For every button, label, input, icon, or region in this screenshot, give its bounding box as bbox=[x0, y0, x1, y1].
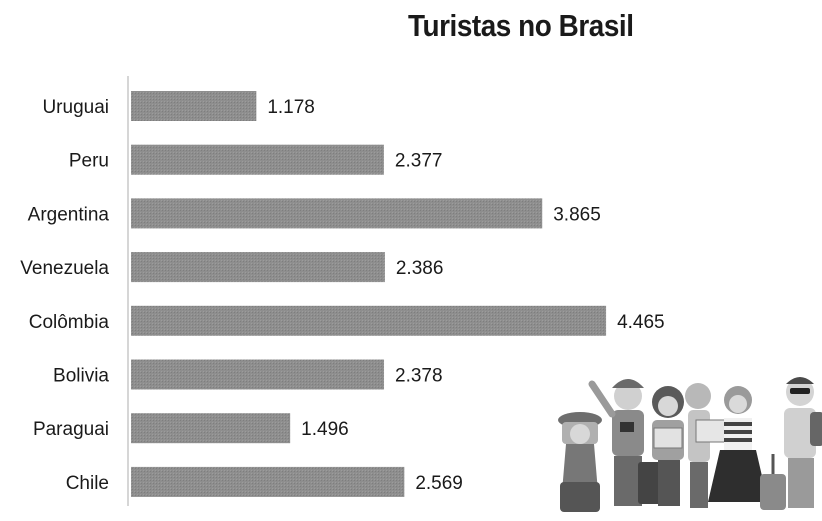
bar-colômbia bbox=[131, 305, 607, 336]
value-label: 2.386 bbox=[396, 258, 444, 279]
category-label: Bolivia bbox=[53, 366, 109, 387]
value-label: 4.465 bbox=[617, 312, 665, 333]
bar-venezuela bbox=[131, 252, 385, 283]
bar-bolivia bbox=[131, 359, 385, 390]
category-label: Argentina bbox=[28, 204, 110, 225]
bar-paraguai bbox=[131, 413, 291, 444]
category-label: Venezuela bbox=[20, 258, 109, 279]
bar-chile bbox=[131, 466, 405, 497]
value-label: 1.178 bbox=[267, 97, 315, 118]
value-label: 2.569 bbox=[415, 473, 463, 494]
category-label: Uruguai bbox=[42, 97, 109, 118]
tourists-illustration bbox=[558, 377, 822, 512]
bar-uruguai bbox=[131, 91, 257, 121]
category-label: Peru bbox=[69, 151, 109, 172]
bar-peru bbox=[131, 144, 384, 175]
value-label: 3.865 bbox=[553, 204, 601, 225]
value-label: 1.496 bbox=[301, 419, 349, 440]
category-label: Chile bbox=[66, 473, 109, 494]
value-label: 2.378 bbox=[395, 366, 443, 387]
category-label: Paraguai bbox=[33, 419, 109, 440]
chart-title: Turistas no Brasil bbox=[408, 8, 634, 43]
bar-argentina bbox=[131, 198, 543, 229]
value-label: 2.377 bbox=[395, 151, 443, 172]
category-label: Colômbia bbox=[29, 312, 110, 333]
